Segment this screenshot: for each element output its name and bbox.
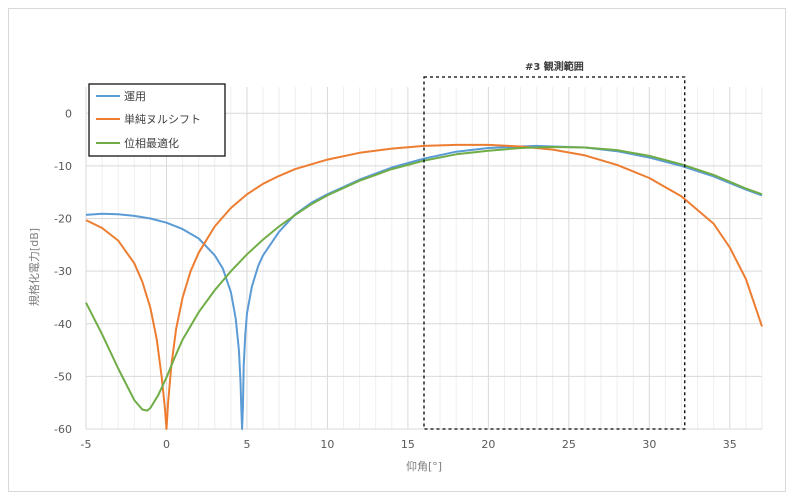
x-tick-labels: -5 0 5 10 15 20 25 30 35: [81, 438, 737, 451]
y-tick-label: -50: [54, 370, 72, 383]
x-tick-label: 30: [642, 438, 656, 451]
x-tick-label: 10: [320, 438, 334, 451]
legend: 運用 単純ヌルシフト 位相最適化: [88, 83, 226, 157]
x-tick-label: 5: [243, 438, 250, 451]
legend-label-null-shift: 単純ヌルシフト: [124, 112, 201, 126]
x-tick-label: 25: [562, 438, 576, 451]
y-tick-label: -30: [54, 265, 72, 278]
y-tick-label: -10: [54, 160, 72, 173]
x-tick-label: 20: [481, 438, 495, 451]
y-tick-label: -20: [54, 213, 72, 226]
observation-range-label: #3 観測範囲: [525, 60, 584, 73]
x-tick-label: 0: [163, 438, 170, 451]
series-line-null-shift: [85, 143, 763, 430]
y-tick-label: -60: [54, 423, 72, 436]
y-axis-title: 規格化電力[dB]: [27, 228, 41, 306]
series-line-phase-opt: [85, 146, 763, 412]
x-tick-label: 35: [723, 438, 737, 451]
y-tick-labels: 0 -10 -20 -30 -40 -50 -60: [54, 107, 72, 436]
legend-label-phase-opt: 位相最適化: [124, 136, 179, 150]
plot-series: [85, 143, 763, 430]
legend-label-unyou: 運用: [124, 90, 146, 103]
x-axis-title: 仰角[°]: [406, 459, 442, 473]
y-tick-label: 0: [65, 107, 72, 120]
observation-range: #3 観測範囲: [423, 60, 686, 430]
y-tick-label: -40: [54, 318, 72, 331]
x-tick-label: 15: [401, 438, 415, 451]
x-tick-label: -5: [81, 438, 92, 451]
